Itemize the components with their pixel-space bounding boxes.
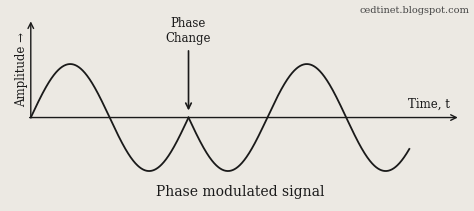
Text: cedtinet.blogspot.com: cedtinet.blogspot.com <box>359 6 469 15</box>
Text: Phase modulated signal: Phase modulated signal <box>155 185 324 199</box>
Text: Phase
Change: Phase Change <box>166 17 211 109</box>
Text: Amplitude →: Amplitude → <box>15 32 28 107</box>
Text: Time, t: Time, t <box>408 97 450 111</box>
